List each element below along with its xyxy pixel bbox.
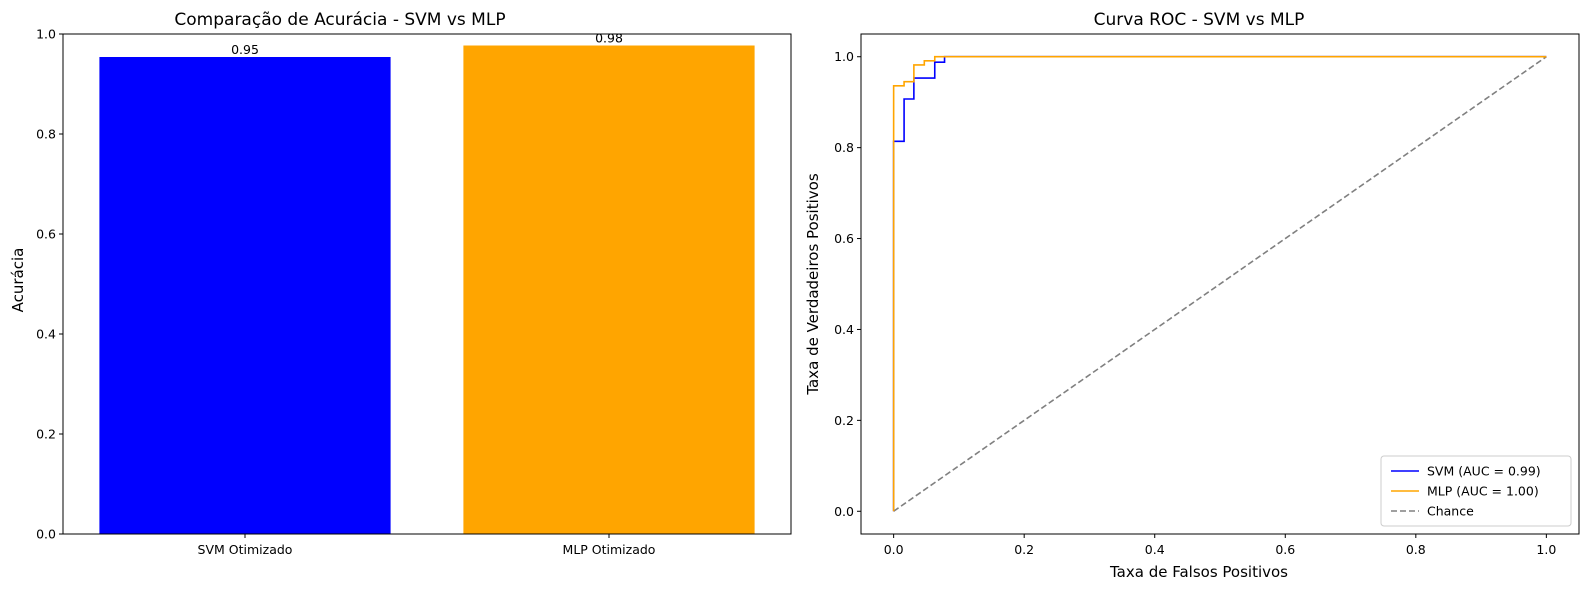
bar-chart-y-axis-label: Acurácia — [9, 248, 27, 313]
bar-1 — [463, 45, 755, 534]
x-tick-label: 0.4 — [1145, 542, 1165, 557]
legend-entry: SVM (AUC = 0.99) — [1427, 464, 1541, 479]
roc-legend: SVM (AUC = 0.99) MLP (AUC = 1.00) Chance — [1380, 455, 1572, 527]
roc-chart-x-axis-label: Taxa de Falsos Positivos — [1109, 563, 1288, 581]
bar-chart-y-ticks: 0.0 0.2 0.4 0.6 0.8 1.0 — [36, 27, 63, 542]
series-line-2 — [893, 56, 1547, 512]
bar-chart-plot-frame — [62, 33, 792, 535]
y-tick-label: 0.0 — [834, 504, 854, 519]
x-tick-label: 0.6 — [1275, 542, 1295, 557]
series-line-1 — [892, 55, 1547, 512]
roc-chart-y-axis-label: Taxa de Verdadeiros Positivos — [804, 173, 822, 395]
roc-chart-plot-frame — [860, 33, 1580, 535]
y-tick-label: 0.2 — [36, 427, 56, 442]
y-tick-label: 0.8 — [834, 140, 854, 155]
legend-entry: Chance — [1427, 504, 1474, 519]
x-tick-label: SVM Otimizado — [198, 542, 293, 557]
bar-data-label: 0.98 — [595, 31, 623, 46]
x-tick-label: 0.2 — [1014, 542, 1034, 557]
roc-chart-y-ticks: 0.0 0.2 0.4 0.6 0.8 1.0 — [834, 49, 861, 519]
y-tick-label: 0.4 — [834, 322, 854, 337]
y-tick-label: 1.0 — [834, 49, 854, 64]
roc-series-group — [892, 55, 1547, 512]
y-tick-label: 0.6 — [834, 231, 854, 246]
x-tick-label: 0.0 — [884, 542, 904, 557]
legend-entry: MLP (AUC = 1.00) — [1427, 484, 1539, 499]
y-tick-label: 1.0 — [36, 27, 56, 42]
roc-chart-x-ticks: 0.0 0.2 0.4 0.6 0.8 1.0 — [884, 534, 1556, 557]
x-tick-label: MLP Otimizado — [563, 542, 656, 557]
bar-data-label: 0.95 — [231, 42, 259, 57]
accuracy-bar-chart: Comparação de Acurácia - SVM vs MLP Acur… — [9, 10, 792, 557]
bar-group: 0.95 0.98 — [99, 31, 755, 534]
y-tick-label: 0.0 — [36, 527, 56, 542]
y-tick-label: 0.2 — [834, 413, 854, 428]
roc-chart-title: Curva ROC - SVM vs MLP — [1094, 10, 1305, 30]
roc-curve-chart: Curva ROC - SVM vs MLP Taxa de Falsos Po… — [804, 10, 1580, 581]
x-tick-label: 0.8 — [1406, 542, 1426, 557]
bar-0 — [99, 57, 391, 534]
legend-box — [1380, 455, 1572, 527]
bar-chart-title: Comparação de Acurácia - SVM vs MLP — [174, 10, 505, 30]
y-tick-label: 0.4 — [36, 327, 56, 342]
y-tick-label: 0.6 — [36, 227, 56, 242]
x-tick-label: 1.0 — [1536, 542, 1556, 557]
y-tick-label: 0.8 — [36, 127, 56, 142]
bar-chart-x-ticks: SVM Otimizado MLP Otimizado — [198, 534, 656, 557]
